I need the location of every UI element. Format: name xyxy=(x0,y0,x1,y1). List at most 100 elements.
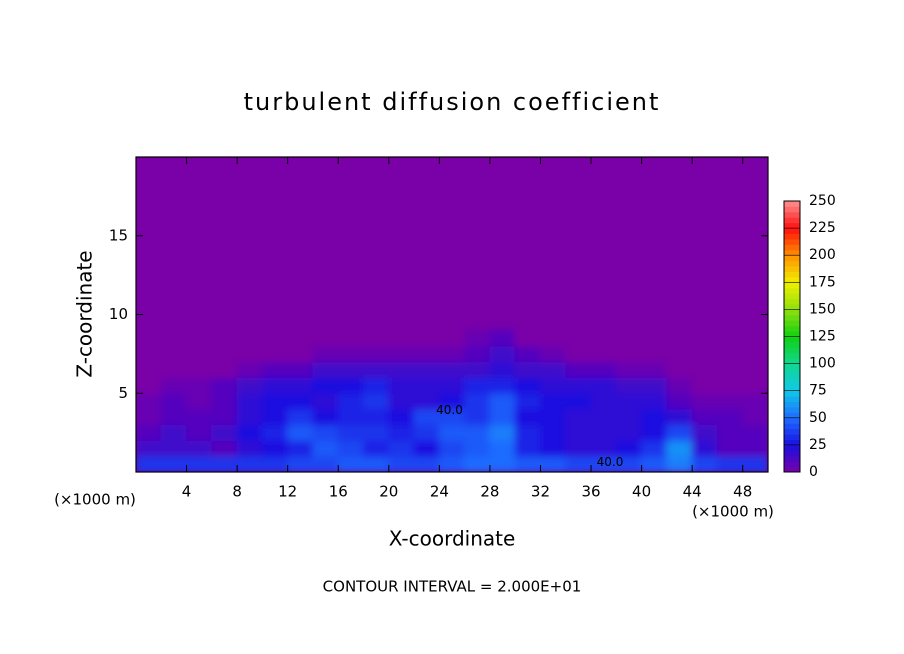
x-tick-label: 32 xyxy=(531,483,550,501)
field-cell xyxy=(641,408,668,426)
colorbar-swatch xyxy=(784,244,800,251)
field-cell xyxy=(716,329,744,347)
field-cell xyxy=(337,440,365,457)
x-tick-label: 40 xyxy=(632,483,651,501)
field-cell xyxy=(438,377,466,394)
field-cell xyxy=(236,455,263,472)
field-cell xyxy=(388,345,415,363)
field-cell xyxy=(514,455,541,472)
x-tick-label: 12 xyxy=(278,483,297,501)
colorbar-swatch xyxy=(784,341,800,348)
colorbar-tick-label: 100 xyxy=(809,356,836,372)
colorbar-swatch xyxy=(784,336,800,343)
field-cell xyxy=(489,377,516,394)
field-cell xyxy=(211,329,238,347)
field-cell xyxy=(565,329,592,347)
field-cell xyxy=(615,424,643,441)
field-cell xyxy=(641,329,668,347)
field-cell xyxy=(590,377,617,394)
field-cell xyxy=(716,392,744,410)
field-cell xyxy=(337,361,365,378)
field-cell xyxy=(615,329,643,347)
field-cell xyxy=(742,455,768,472)
field-cell xyxy=(261,377,289,394)
field-cell xyxy=(413,440,440,457)
field-cell xyxy=(236,408,263,426)
field-cell xyxy=(136,424,162,441)
x-tick-label: 8 xyxy=(232,483,242,501)
field-cell xyxy=(464,329,491,347)
x-tick-label: 28 xyxy=(480,483,499,501)
field-cell xyxy=(160,345,188,363)
field-cell xyxy=(388,440,415,457)
field-cell xyxy=(363,455,390,472)
field-cell xyxy=(136,345,162,363)
colorbar-swatch xyxy=(784,423,800,430)
field-cell xyxy=(363,424,390,441)
field-cell xyxy=(136,408,162,426)
field-cell xyxy=(716,455,744,472)
field-cell xyxy=(514,408,541,426)
field-cell xyxy=(312,345,339,363)
field-cell xyxy=(590,392,617,410)
field-cell xyxy=(363,392,390,410)
field-cell xyxy=(716,345,744,363)
field-cell xyxy=(641,440,668,457)
field-cell xyxy=(742,329,768,347)
field-cell xyxy=(716,424,744,441)
field-cell xyxy=(615,361,643,378)
field-cell xyxy=(539,424,567,441)
field-cell xyxy=(716,408,744,426)
field-cell xyxy=(590,329,617,347)
field-cell xyxy=(186,361,213,378)
field-cell xyxy=(666,424,693,441)
field-cell xyxy=(464,408,491,426)
field-cell xyxy=(388,329,415,347)
field-cell xyxy=(186,329,213,347)
field-cell xyxy=(666,392,693,410)
field-cell xyxy=(287,424,314,441)
field-cell xyxy=(590,345,617,363)
colorbar-swatch xyxy=(784,293,800,300)
field-cell xyxy=(691,440,718,457)
field-cell xyxy=(236,345,263,363)
colorbar-tick-label: 150 xyxy=(809,301,836,317)
field-cell xyxy=(363,408,390,426)
colorbar-swatch xyxy=(784,444,800,451)
field-cell xyxy=(438,345,466,363)
field-cell xyxy=(160,424,188,441)
field-cell xyxy=(413,455,440,472)
field-cell xyxy=(160,329,188,347)
field-cell xyxy=(565,408,592,426)
field-cell xyxy=(186,455,213,472)
field-cell xyxy=(489,361,516,378)
field-cell xyxy=(565,455,592,472)
field-cell xyxy=(261,361,289,378)
field-cell xyxy=(464,424,491,441)
field-cell xyxy=(160,361,188,378)
field-cell xyxy=(236,392,263,410)
field-cell xyxy=(186,424,213,441)
field-cell xyxy=(691,455,718,472)
colorbar-swatch xyxy=(784,287,800,294)
colorbar-swatch xyxy=(784,249,800,256)
field-cell xyxy=(464,361,491,378)
field-cell xyxy=(691,345,718,363)
field-cell xyxy=(211,455,238,472)
field-cell xyxy=(337,377,365,394)
chart-title: turbulent diffusion coefficient xyxy=(244,88,661,116)
colorbar-tick-label: 200 xyxy=(809,247,836,263)
colorbar-swatch xyxy=(784,271,800,278)
field-cell xyxy=(489,345,516,363)
field-cell xyxy=(438,361,466,378)
field-cell xyxy=(691,377,718,394)
colorbar-swatch xyxy=(784,325,800,332)
field-cell xyxy=(388,455,415,472)
field-cell xyxy=(287,455,314,472)
field-cell xyxy=(388,424,415,441)
field-cell xyxy=(666,440,693,457)
field-cell xyxy=(742,377,768,394)
footer-note: CONTOUR INTERVAL = 2.000E+01 xyxy=(323,578,582,596)
field-cell xyxy=(539,392,567,410)
